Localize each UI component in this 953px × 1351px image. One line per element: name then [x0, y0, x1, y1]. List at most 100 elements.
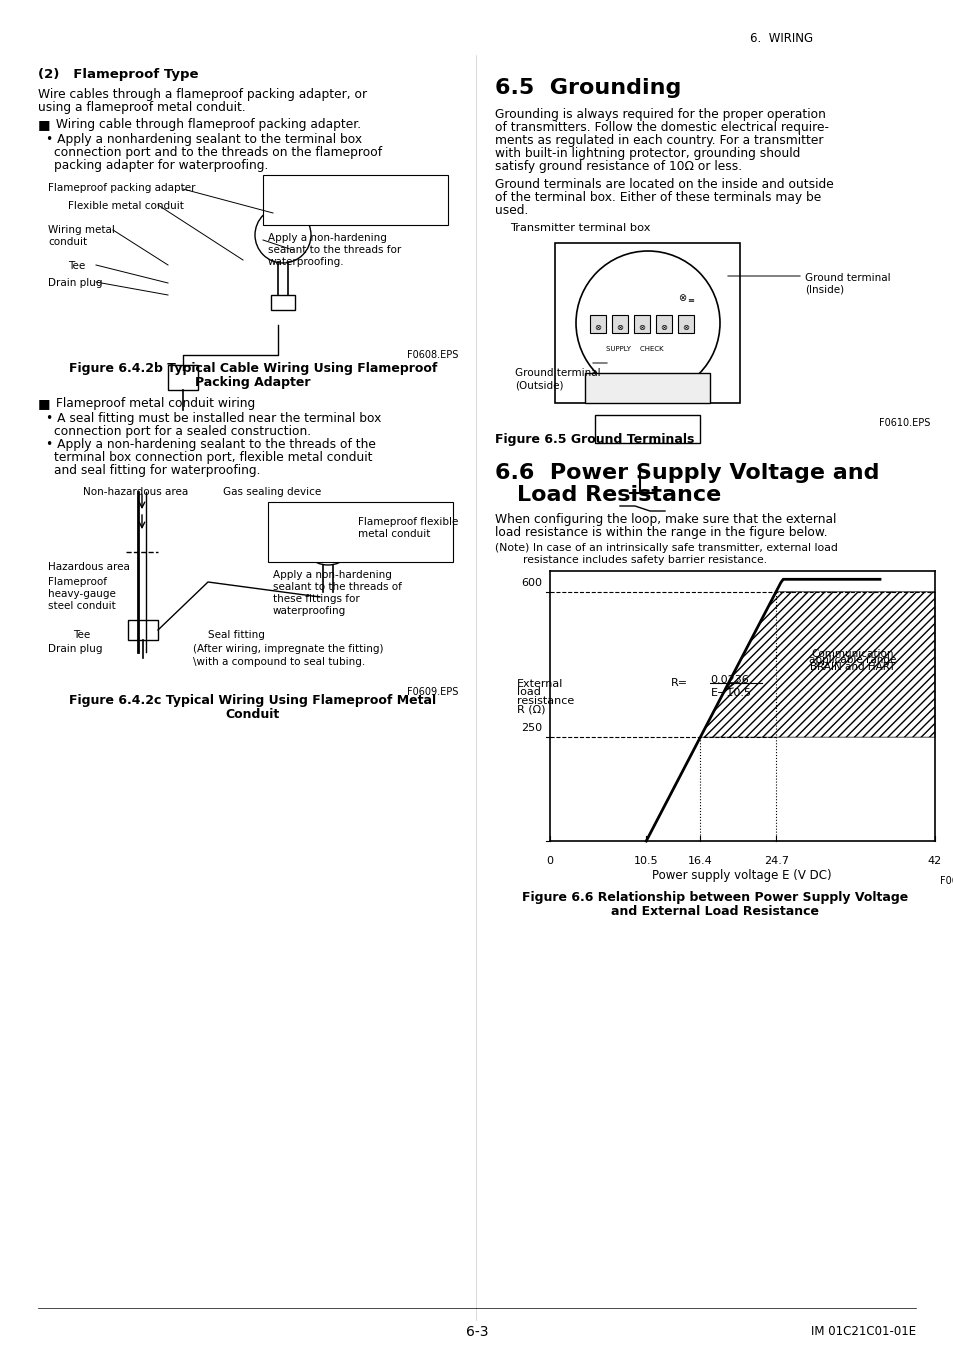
Text: Tee: Tee	[68, 261, 85, 272]
Text: terminal box connection port, flexible metal conduit: terminal box connection port, flexible m…	[54, 451, 372, 463]
Text: 6.  WIRING: 6. WIRING	[749, 32, 812, 45]
Text: resistance includes safety barrier resistance.: resistance includes safety barrier resis…	[522, 555, 766, 565]
Text: R=: R=	[671, 678, 688, 688]
Bar	[271, 295, 294, 309]
Text: 42: 42	[927, 857, 942, 866]
Text: F0609.EPS: F0609.EPS	[406, 688, 457, 697]
Text: connection port for a sealed construction.: connection port for a sealed constructio…	[54, 426, 311, 438]
Text: (Note) In case of an intrinsically safe transmitter, external load: (Note) In case of an intrinsically safe …	[495, 543, 837, 553]
Text: 24.7: 24.7	[763, 857, 788, 866]
Text: Flameproof flexible: Flameproof flexible	[357, 517, 457, 527]
Bar	[678, 315, 693, 332]
Text: Seal fitting: Seal fitting	[208, 630, 265, 640]
Text: When configuring the loop, make sure that the external: When configuring the loop, make sure tha…	[495, 513, 836, 526]
Bar	[555, 243, 740, 403]
Text: packing adapter for waterproofing.: packing adapter for waterproofing.	[54, 159, 268, 172]
Text: Grounding is always required for the proper operation: Grounding is always required for the pro…	[495, 108, 825, 122]
Text: steel conduit: steel conduit	[48, 601, 115, 611]
Text: Gas sealing device: Gas sealing device	[223, 486, 321, 497]
Text: Flameproof: Flameproof	[48, 577, 107, 586]
Text: • Apply a nonhardening sealant to the terminal box: • Apply a nonhardening sealant to the te…	[46, 132, 362, 146]
Text: Conduit: Conduit	[226, 708, 280, 721]
Bar	[589, 315, 605, 332]
Text: 16.4: 16.4	[687, 857, 712, 866]
Bar	[612, 315, 627, 332]
Text: Load Resistance: Load Resistance	[517, 485, 720, 505]
Text: with built-in lightning protector, grounding should: with built-in lightning protector, groun…	[495, 147, 800, 159]
Text: Figure 6.4.2c Typical Wiring Using Flameproof Metal: Figure 6.4.2c Typical Wiring Using Flame…	[70, 694, 436, 707]
Text: Flameproof metal conduit wiring: Flameproof metal conduit wiring	[52, 397, 255, 409]
Text: connection port and to the threads on the flameproof: connection port and to the threads on th…	[54, 146, 382, 159]
Text: and seal fitting for waterproofing.: and seal fitting for waterproofing.	[54, 463, 260, 477]
Text: Wire cables through a flameproof packing adapter, or: Wire cables through a flameproof packing…	[38, 88, 367, 101]
Text: Apply a non-hardening: Apply a non-hardening	[268, 232, 387, 243]
Text: waterproofing: waterproofing	[273, 607, 346, 616]
Text: Hazardous area: Hazardous area	[48, 562, 130, 571]
Text: 0.0236: 0.0236	[710, 676, 748, 685]
Text: 0: 0	[546, 857, 553, 866]
Text: BRAIN and HART: BRAIN and HART	[809, 662, 894, 671]
Text: (2)   Flameproof Type: (2) Flameproof Type	[38, 68, 198, 81]
Text: Flameproof packing adapter: Flameproof packing adapter	[48, 182, 195, 193]
Text: and External Load Resistance: and External Load Resistance	[610, 905, 818, 917]
Text: used.: used.	[495, 204, 528, 218]
Text: metal conduit: metal conduit	[357, 530, 430, 539]
Bar	[656, 315, 671, 332]
Text: ⊗: ⊗	[681, 323, 689, 332]
Text: load resistance is within the range in the figure below.: load resistance is within the range in t…	[495, 526, 827, 539]
Text: Non-hazardous area: Non-hazardous area	[83, 486, 188, 497]
Text: SUPPLY    CHECK: SUPPLY CHECK	[605, 346, 663, 353]
Text: E−10.5: E−10.5	[710, 688, 751, 698]
Text: heavy-gauge: heavy-gauge	[48, 589, 115, 598]
Text: ⊗: ⊗	[594, 323, 601, 332]
Text: F0611.EPS: F0611.EPS	[939, 875, 953, 886]
Bar	[595, 415, 700, 443]
Text: Drain plug: Drain plug	[48, 278, 102, 288]
Text: using a flameproof metal conduit.: using a flameproof metal conduit.	[38, 101, 246, 113]
Text: ments as regulated in each country. For a transmitter: ments as regulated in each country. For …	[495, 134, 822, 147]
Text: these fittings for: these fittings for	[273, 594, 359, 604]
Bar	[168, 365, 198, 390]
Text: \with a compound to seal tubing.: \with a compound to seal tubing.	[193, 657, 365, 667]
Text: Ground terminal: Ground terminal	[804, 273, 890, 282]
Text: of the terminal box. Either of these terminals may be: of the terminal box. Either of these ter…	[495, 190, 821, 204]
Text: (Outside): (Outside)	[515, 380, 563, 390]
Text: Communication: Communication	[810, 648, 893, 659]
Text: load: load	[517, 688, 540, 697]
Text: Wiring cable through flameproof packing adapter.: Wiring cable through flameproof packing …	[52, 118, 361, 131]
Bar	[584, 373, 709, 403]
Text: waterproofing.: waterproofing.	[268, 257, 344, 267]
Text: sealant to the threads of: sealant to the threads of	[273, 582, 401, 592]
Text: applicable range: applicable range	[808, 655, 895, 665]
Text: Transmitter terminal box: Transmitter terminal box	[510, 223, 650, 232]
Text: ⊗: ⊗	[616, 323, 623, 332]
Text: Apply a non-hardening: Apply a non-hardening	[273, 570, 392, 580]
Text: 6-3: 6-3	[465, 1325, 488, 1339]
Text: ■: ■	[38, 118, 51, 131]
Text: Flexible metal conduit: Flexible metal conduit	[68, 201, 184, 211]
Text: F0608.EPS: F0608.EPS	[406, 350, 457, 359]
Text: External: External	[517, 680, 563, 689]
Text: satisfy ground resistance of 10Ω or less.: satisfy ground resistance of 10Ω or less…	[495, 159, 741, 173]
Text: F0610.EPS: F0610.EPS	[878, 417, 929, 428]
Text: Ground terminals are located on the inside and outside: Ground terminals are located on the insi…	[495, 178, 833, 190]
Text: Figure 6.5 Ground Terminals: Figure 6.5 Ground Terminals	[495, 434, 694, 446]
Text: • A seal fitting must be installed near the terminal box: • A seal fitting must be installed near …	[46, 412, 381, 426]
Bar	[634, 315, 649, 332]
Text: Packing Adapter: Packing Adapter	[195, 376, 311, 389]
Text: Power supply voltage E (V DC): Power supply voltage E (V DC)	[652, 869, 831, 882]
Text: 6.6  Power Supply Voltage and: 6.6 Power Supply Voltage and	[495, 463, 879, 484]
Text: IM 01C21C01-01E: IM 01C21C01-01E	[810, 1325, 915, 1337]
Text: Ground terminal: Ground terminal	[515, 367, 600, 378]
Text: Figure 6.6 Relationship between Power Supply Voltage: Figure 6.6 Relationship between Power Su…	[521, 892, 907, 904]
Bar	[128, 620, 158, 640]
Text: ⊗: ⊗	[659, 323, 667, 332]
Text: of transmitters. Follow the domestic electrical require-: of transmitters. Follow the domestic ele…	[495, 122, 828, 134]
Text: Wiring metal: Wiring metal	[48, 226, 114, 235]
Text: Figure 6.4.2b Typical Cable Wiring Using Flameproof: Figure 6.4.2b Typical Cable Wiring Using…	[69, 362, 436, 376]
Polygon shape	[700, 592, 934, 738]
Text: 600: 600	[520, 578, 541, 588]
Text: 250: 250	[520, 723, 541, 734]
Text: 6.5  Grounding: 6.5 Grounding	[495, 78, 680, 99]
Text: Drain plug: Drain plug	[48, 644, 102, 654]
